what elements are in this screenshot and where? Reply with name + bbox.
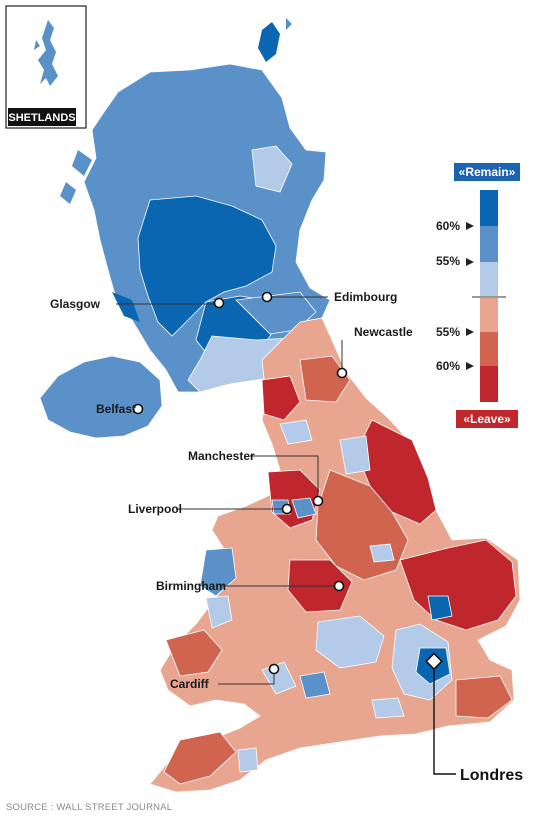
legend-tick-arrow xyxy=(466,258,474,266)
surrey-remain xyxy=(371,697,405,719)
legend-swatch-remain-light xyxy=(480,262,498,296)
legend-swatch-leave-light xyxy=(480,298,498,332)
legend-swatch-leave-strong xyxy=(480,366,498,402)
glasgow-marker xyxy=(213,297,225,309)
inset-label: SHETLANDS xyxy=(8,112,75,124)
cambridge-remain xyxy=(427,595,453,621)
western-isles-north xyxy=(72,150,92,176)
south-wales-valleys xyxy=(165,629,223,677)
exeter-area xyxy=(237,747,259,773)
manchester-marker xyxy=(312,495,324,507)
legend-tick-arrow xyxy=(466,328,474,336)
gwynedd-remain xyxy=(199,547,237,597)
legend-leave-bg xyxy=(456,410,518,428)
glasgow-label: Glasgow xyxy=(50,297,101,311)
legend-remain-bg xyxy=(454,163,520,181)
legend-tick-leave-60: 60% xyxy=(436,359,460,373)
newcastle-label: Newcastle xyxy=(354,325,413,339)
argyll-coast xyxy=(112,292,140,322)
edimbourg-marker xyxy=(261,291,273,303)
legend-tick-leave-55: 55% xyxy=(436,325,460,339)
liverpool-label: Liverpool xyxy=(128,502,182,516)
legend-leave-label: «Leave» xyxy=(463,412,511,426)
legend-tick-arrow xyxy=(466,222,474,230)
orkney-islands xyxy=(258,22,280,62)
manchester-leader xyxy=(250,455,319,500)
legend-remain-label: «Remain» xyxy=(459,165,516,179)
northumberland xyxy=(299,355,351,403)
legend-swatch-leave-mid xyxy=(480,332,498,366)
orkney-islet xyxy=(286,18,292,30)
borders xyxy=(187,335,299,393)
legend-tick-remain-60: 60% xyxy=(436,219,460,233)
legend-tick-arrow xyxy=(466,362,474,370)
belfast-marker xyxy=(132,403,144,415)
city-annotations: Glasgow Edimbourg Newcastle Belfast Manc… xyxy=(50,290,523,784)
western-isles-south xyxy=(60,182,76,204)
manchester-label: Manchester xyxy=(188,449,255,463)
cornwall xyxy=(163,731,237,785)
cardiff-marker xyxy=(268,663,280,675)
belfast-label: Belfast xyxy=(96,402,136,416)
lake-district xyxy=(279,419,313,445)
northern-ireland xyxy=(39,355,163,439)
moray xyxy=(251,145,293,193)
source-credit: SOURCE : WALL STREET JOURNAL xyxy=(6,802,173,813)
birmingham-marker xyxy=(333,580,345,592)
londres-label: Londres xyxy=(460,767,523,784)
york-harrogate-remain xyxy=(339,435,371,475)
birmingham-label: Birmingham xyxy=(156,579,226,593)
scotland xyxy=(60,63,331,393)
londres-leader xyxy=(433,668,456,775)
england-wales xyxy=(149,317,521,793)
kent xyxy=(455,675,513,719)
newcastle-marker xyxy=(336,367,348,379)
legend-tick-remain-55: 55% xyxy=(436,254,460,268)
cardiff-label: Cardiff xyxy=(170,677,210,691)
oxfordshire-remain xyxy=(315,615,385,669)
shetlands-inset: SHETLANDS xyxy=(5,5,87,129)
legend-swatch-remain-mid xyxy=(480,226,498,262)
central-belt-strong-remain xyxy=(137,195,277,337)
cumbria-coast xyxy=(261,375,301,421)
inset-label-bg xyxy=(8,108,76,126)
shetlands-islands xyxy=(38,20,58,86)
liverpool-marker xyxy=(281,503,293,515)
shetlands-islet xyxy=(34,40,40,50)
bath xyxy=(299,671,331,699)
legend: «Remain» 60% 55% 55% 60% «Leave» xyxy=(436,163,520,428)
nottingham-remain xyxy=(369,543,395,563)
east-anglia-leave xyxy=(399,539,517,631)
londres-marker xyxy=(425,652,443,671)
ceredigion-remain xyxy=(205,595,233,629)
manchester-city xyxy=(291,497,317,519)
cardiff-leader xyxy=(218,670,275,685)
legend-swatch-remain-strong xyxy=(480,190,498,226)
edimbourg-label: Edimbourg xyxy=(334,290,397,304)
